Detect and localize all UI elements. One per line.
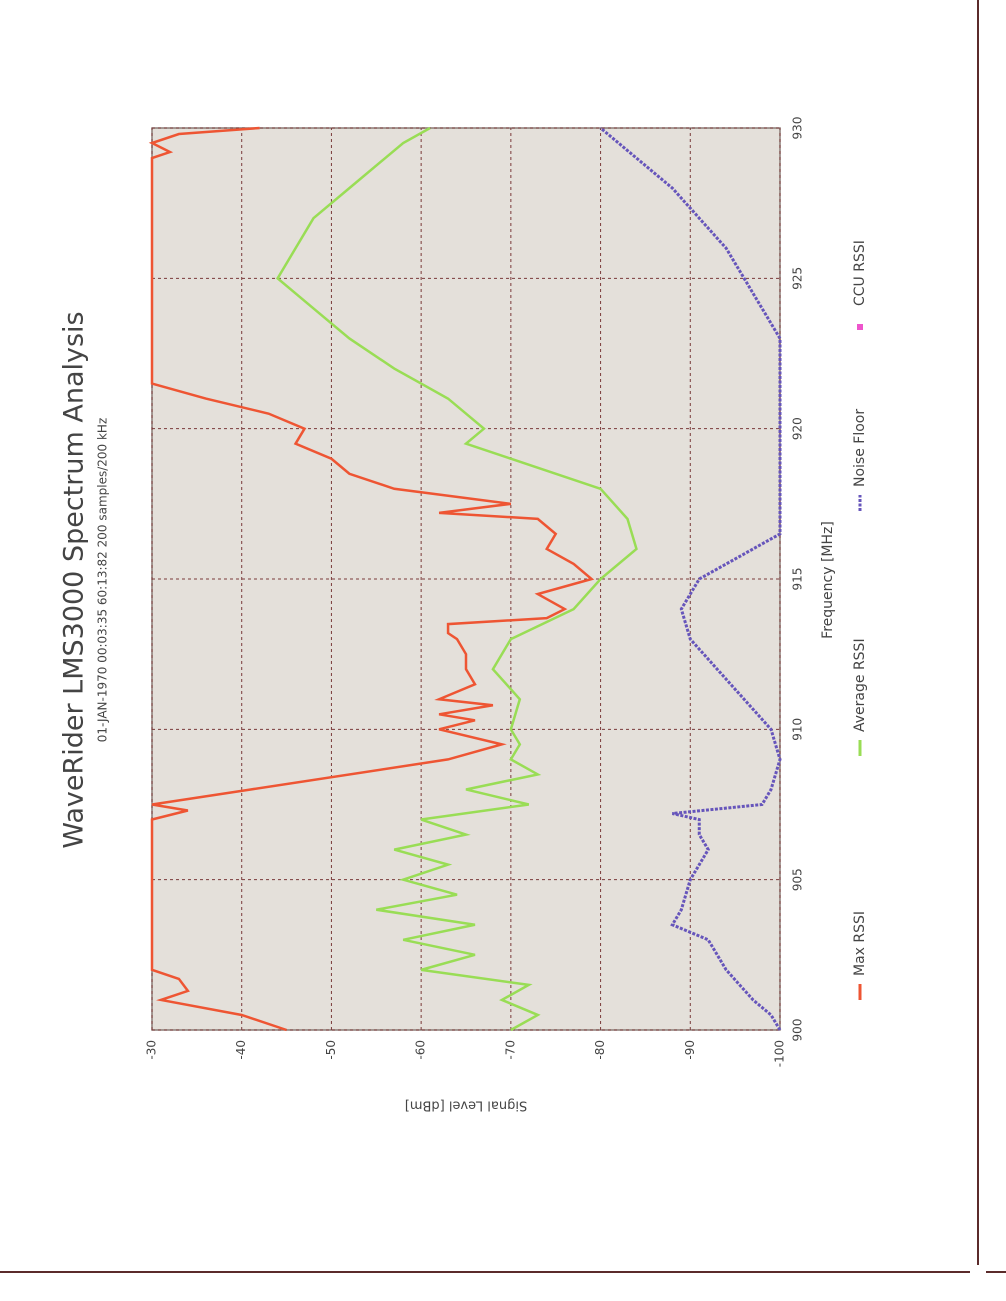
y-tick-label: -60 — [414, 1040, 428, 1060]
legend-label: Max RSSI — [852, 911, 868, 976]
y-tick-label: -70 — [503, 1040, 517, 1060]
y-tick-label: -40 — [234, 1040, 248, 1060]
rotated-chart: WaveRider LMS3000 Spectrum Analysis 01-J… — [59, 117, 869, 1113]
x-tick-label: 900 — [791, 1019, 805, 1042]
y-tick-label: -80 — [593, 1040, 607, 1060]
legend-swatch — [857, 324, 863, 330]
y-axis-label: Signal Level [dBm] — [405, 1098, 528, 1113]
series-line — [275, 126, 638, 1032]
x-tick-label: 915 — [791, 568, 805, 591]
x-tick-label: 905 — [791, 868, 805, 891]
x-tick-label: 930 — [791, 117, 805, 140]
x-tick-label: 920 — [791, 417, 805, 440]
y-tick-label: -50 — [324, 1040, 338, 1060]
y-tick-label: -100 — [773, 1040, 787, 1067]
y-tick-label: -30 — [145, 1040, 159, 1060]
y-tick-label: -90 — [683, 1040, 697, 1060]
legend-label: CCU RSSI — [852, 240, 868, 306]
chart-title: WaveRider LMS3000 Spectrum Analysis — [59, 311, 90, 848]
series-line — [148, 126, 595, 1032]
x-tick-label: 925 — [791, 267, 805, 290]
series-line — [599, 126, 782, 1031]
x-tick-label: 910 — [791, 718, 805, 741]
legend-label: Average RSSI — [852, 638, 868, 732]
x-axis-label: Frequency [MHz] — [820, 521, 836, 639]
legend-label: Noise Floor — [852, 409, 868, 487]
chart-subtitle: 01-JAN-1970 00:03:35 60:13:82 200 sample… — [96, 418, 110, 743]
